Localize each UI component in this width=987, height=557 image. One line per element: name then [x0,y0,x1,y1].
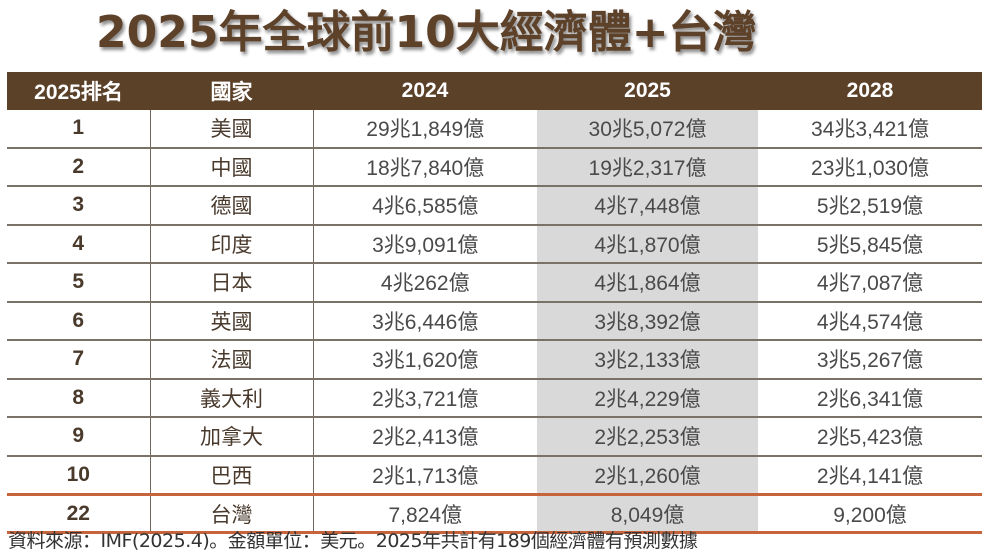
gdp-2025-cell: 2兆1,260億 [537,455,758,496]
rank-cell: 22 [7,494,150,534]
header-country: 國家 [150,72,313,110]
gdp-2025-cell: 4兆1,864億 [537,263,758,303]
gdp-2028-cell: 23兆1,030億 [758,147,982,187]
table-row: 5 日本 4兆262億 4兆1,864億 4兆7,087億 [7,263,982,303]
gdp-2024-cell: 18兆7,840億 [312,147,537,187]
table-row: 4 印度 3兆9,091億 4兆1,870億 5兆5,845億 [7,224,982,264]
table-row: 7 法國 3兆1,620億 3兆2,133億 3兆5,267億 [7,340,982,380]
table-header-row: 2025排名 國家 2024 2025 2028 [7,72,982,110]
gdp-2025-cell: 3兆8,392億 [537,301,758,341]
table-row-taiwan: 22 台灣 7,824億 8,049億 9,200億 [7,494,982,534]
country-cell: 中國 [149,147,313,187]
gdp-2028-cell: 5兆5,845億 [758,224,982,264]
table-row: 9 加拿大 2兆2,413億 2兆2,253億 2兆5,423億 [7,417,982,457]
table-row: 8 義大利 2兆3,721億 2兆4,229億 2兆6,341億 [7,378,982,418]
gdp-2024-cell: 29兆1,849億 [312,110,537,149]
gdp-table: 2025排名 國家 2024 2025 2028 1 美國 29兆1,849億 … [7,72,982,534]
country-cell: 英國 [149,301,313,341]
gdp-2024-cell: 3兆6,446億 [312,301,537,341]
page-title: 2025年全球前10大經濟體+台灣 [96,7,757,58]
country-cell: 台灣 [149,494,313,534]
gdp-2025-cell: 19兆2,317億 [537,147,758,187]
gdp-2028-cell: 5兆2,519億 [758,186,982,226]
gdp-2025-cell: 3兆2,133億 [537,340,758,380]
rank-cell: 9 [7,417,150,457]
rank-cell: 1 [7,110,150,149]
rank-cell: 8 [7,378,150,418]
country-cell: 日本 [149,263,313,303]
table-row: 10 巴西 2兆1,713億 2兆1,260億 2兆4,141億 [7,455,982,496]
header-2024: 2024 [313,72,537,110]
gdp-2025-cell: 4兆7,448億 [537,186,758,226]
rank-cell: 3 [7,186,150,226]
country-cell: 加拿大 [149,417,313,457]
rank-cell: 6 [7,301,150,341]
header-2025: 2025 [537,72,758,110]
gdp-2024-cell: 3兆9,091億 [312,224,537,264]
gdp-2028-cell: 9,200億 [758,494,982,534]
gdp-2028-cell: 4兆7,087億 [758,263,982,303]
rank-cell: 7 [7,340,150,380]
gdp-2025-cell: 4兆1,870億 [537,224,758,264]
country-cell: 義大利 [149,378,313,418]
gdp-2025-cell: 2兆4,229億 [537,378,758,418]
gdp-2025-cell: 2兆2,253億 [537,417,758,457]
rank-cell: 10 [7,455,150,496]
gdp-2028-cell: 2兆4,141億 [758,455,982,496]
country-cell: 法國 [149,340,313,380]
gdp-2024-cell: 4兆262億 [312,263,537,303]
source-note: 資料來源：IMF(2025.4)。金額單位：美元。2025年共計有189個經濟體… [8,530,698,552]
gdp-2024-cell: 4兆6,585億 [312,186,537,226]
gdp-2024-cell: 3兆1,620億 [312,340,537,380]
table-row: 3 德國 4兆6,585億 4兆7,448億 5兆2,519億 [7,186,982,226]
gdp-2028-cell: 3兆5,267億 [758,340,982,380]
country-cell: 德國 [149,186,313,226]
gdp-2028-cell: 34兆3,421億 [758,110,982,149]
country-cell: 巴西 [149,455,313,496]
rank-cell: 5 [7,263,150,303]
header-2028: 2028 [758,72,982,110]
rank-cell: 4 [7,224,150,264]
gdp-2025-cell: 8,049億 [537,494,758,534]
table-row: 6 英國 3兆6,446億 3兆8,392億 4兆4,574億 [7,301,982,341]
gdp-2028-cell: 2兆6,341億 [758,378,982,418]
country-cell: 美國 [149,110,313,149]
rank-cell: 2 [7,147,150,187]
gdp-2028-cell: 4兆4,574億 [758,301,982,341]
gdp-2024-cell: 2兆1,713億 [312,455,537,496]
country-cell: 印度 [149,224,313,264]
gdp-2025-cell: 30兆5,072億 [537,110,758,149]
header-rank: 2025排名 [7,72,150,110]
gdp-2024-cell: 2兆2,413億 [312,417,537,457]
gdp-2024-cell: 7,824億 [312,494,537,534]
table-row: 2 中國 18兆7,840億 19兆2,317億 23兆1,030億 [7,147,982,187]
table-row: 1 美國 29兆1,849億 30兆5,072億 34兆3,421億 [7,110,982,149]
gdp-2028-cell: 2兆5,423億 [758,417,982,457]
gdp-2024-cell: 2兆3,721億 [312,378,537,418]
